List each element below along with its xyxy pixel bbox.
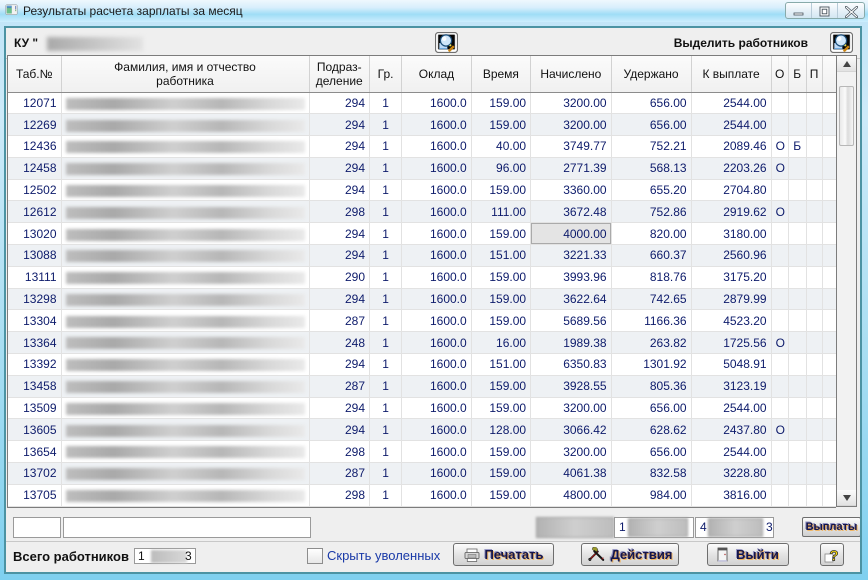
- svg-text:?: ?: [829, 547, 838, 564]
